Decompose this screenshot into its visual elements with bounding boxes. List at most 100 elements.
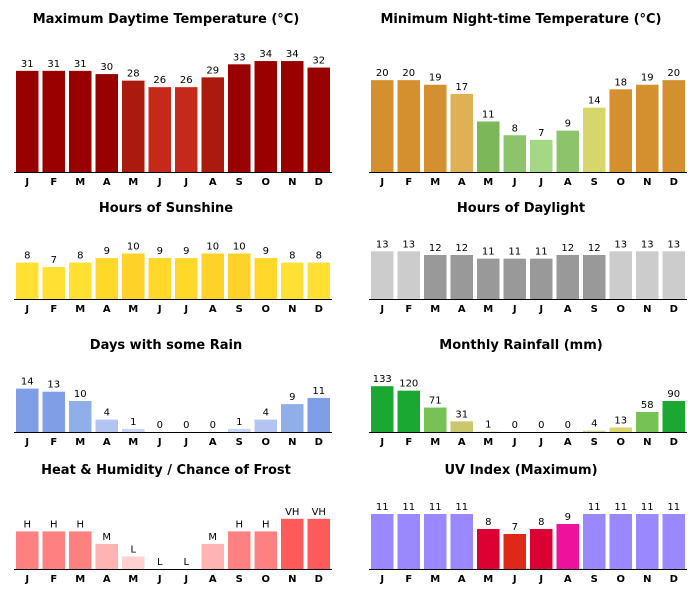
bar-nov — [281, 404, 304, 432]
bar-mar — [424, 407, 447, 432]
bar-jan — [371, 80, 394, 172]
bar-apr — [450, 421, 473, 432]
tick-label: S — [236, 304, 243, 315]
data-label: 4 — [591, 419, 597, 430]
data-label: 8 — [538, 517, 544, 528]
data-label: L — [130, 544, 136, 555]
data-label: 8 — [485, 517, 491, 528]
bar-dec — [307, 67, 330, 172]
data-label: 29 — [206, 65, 219, 76]
bar-sep — [583, 514, 606, 569]
data-label: 9 — [565, 119, 571, 130]
data-label: H — [23, 519, 31, 530]
tick-label: J — [538, 304, 543, 315]
bar-sep — [228, 253, 251, 299]
bar-chart: 31 J 31 F 31 M 30 A 28 M 26 J 26 J 29 A 33 S 34 O 34 N 32 D — [14, 49, 332, 188]
data-label: 10 — [127, 241, 140, 252]
tick-label: M — [483, 304, 493, 315]
bar-jan — [371, 386, 394, 432]
tick-label: N — [288, 574, 296, 585]
data-label: 31 — [21, 59, 34, 70]
bar-aug — [556, 255, 579, 299]
tick-label: O — [261, 574, 270, 585]
bar-oct — [254, 61, 277, 173]
data-label: 0 — [157, 420, 163, 431]
chart-title: UV Index (Maximum) — [444, 463, 598, 478]
bar-feb — [397, 251, 420, 299]
tick-label: J — [379, 304, 384, 315]
bar-jul — [530, 139, 553, 172]
data-label: 11 — [614, 502, 627, 513]
tick-label: J — [24, 177, 29, 188]
bar-apr — [95, 419, 118, 432]
bar-mar — [69, 70, 92, 172]
tick-label: N — [643, 304, 651, 315]
bar-oct — [609, 89, 632, 172]
data-label: 33 — [233, 52, 246, 63]
tick-label: M — [430, 177, 440, 188]
data-label: L — [183, 557, 189, 568]
data-label: 28 — [127, 69, 140, 80]
bar-chart: 11 J 11 F 11 M 11 A 8 M 7 J 8 J 9 A 11 S 11 O 11 N 11 D — [369, 502, 687, 585]
tick-label: M — [128, 304, 138, 315]
data-label: 11 — [508, 247, 521, 258]
chart-title: Hours of Sunshine — [98, 201, 234, 216]
data-label: 19 — [641, 73, 654, 84]
tick-label: D — [670, 177, 678, 188]
data-label: 31 — [455, 409, 468, 420]
data-label: 11 — [376, 502, 389, 513]
data-label: 13 — [614, 416, 627, 427]
tick-label: J — [512, 574, 517, 585]
tick-label: S — [236, 177, 243, 188]
tick-label: M — [483, 177, 493, 188]
bar-dec — [662, 514, 685, 569]
data-label: 32 — [312, 56, 325, 67]
tick-label: A — [209, 304, 217, 315]
tick-label: A — [209, 177, 217, 188]
data-label: L — [157, 557, 163, 568]
tick-label: N — [643, 177, 651, 188]
bar-chart: 133 J 120 F 71 M 31 A 1 M 0 J 0 J 0 A 4 S 13 O 58 N 90 D — [369, 374, 687, 448]
data-label: 18 — [614, 77, 627, 88]
data-label: 0 — [210, 420, 216, 431]
data-label: 9 — [183, 246, 189, 257]
bar-aug — [556, 130, 579, 172]
bar-mar — [69, 401, 92, 432]
tick-label: M — [75, 177, 85, 188]
bar-sep — [583, 107, 606, 172]
bar-chart: 14 J 13 F 10 M 4 A 1 M 0 J 0 J 0 A 1 S 4 O 9 N 11 D — [14, 377, 332, 448]
bar-may — [122, 253, 145, 299]
tick-label: A — [209, 437, 217, 448]
bar-aug — [201, 253, 224, 299]
data-label: 9 — [263, 246, 269, 257]
data-label: 13 — [614, 239, 627, 250]
tick-label: J — [24, 304, 29, 315]
bar-mar — [69, 531, 92, 569]
data-label: 8 — [24, 251, 30, 262]
tick-label: O — [616, 177, 625, 188]
bar-nov — [636, 251, 659, 299]
data-label: 9 — [104, 246, 110, 257]
bar-sep — [583, 255, 606, 299]
bar-aug — [201, 543, 224, 569]
data-label: 26 — [153, 75, 166, 86]
tick-label: A — [209, 574, 217, 585]
tick-label: M — [430, 437, 440, 448]
data-label: VH — [285, 507, 299, 518]
data-label: M — [102, 532, 111, 543]
bar-dec — [307, 397, 330, 432]
tick-label: A — [103, 574, 111, 585]
bar-chart: 20 J 20 F 19 M 17 A 11 M 8 J 7 J 9 A 14 S 18 O 19 N 20 D — [369, 68, 687, 188]
bar-may — [477, 258, 500, 299]
chart-title: Heat & Humidity / Chance of Frost — [41, 463, 291, 478]
bar-apr — [95, 543, 118, 569]
tick-label: A — [458, 574, 466, 585]
tick-label: J — [157, 437, 162, 448]
tick-label: F — [405, 177, 412, 188]
data-label: 13 — [376, 239, 389, 250]
data-label: 13 — [667, 239, 680, 250]
data-label: 12 — [455, 243, 468, 254]
tick-label: D — [670, 437, 678, 448]
bar-jul — [530, 529, 553, 569]
bar-mar — [424, 514, 447, 569]
